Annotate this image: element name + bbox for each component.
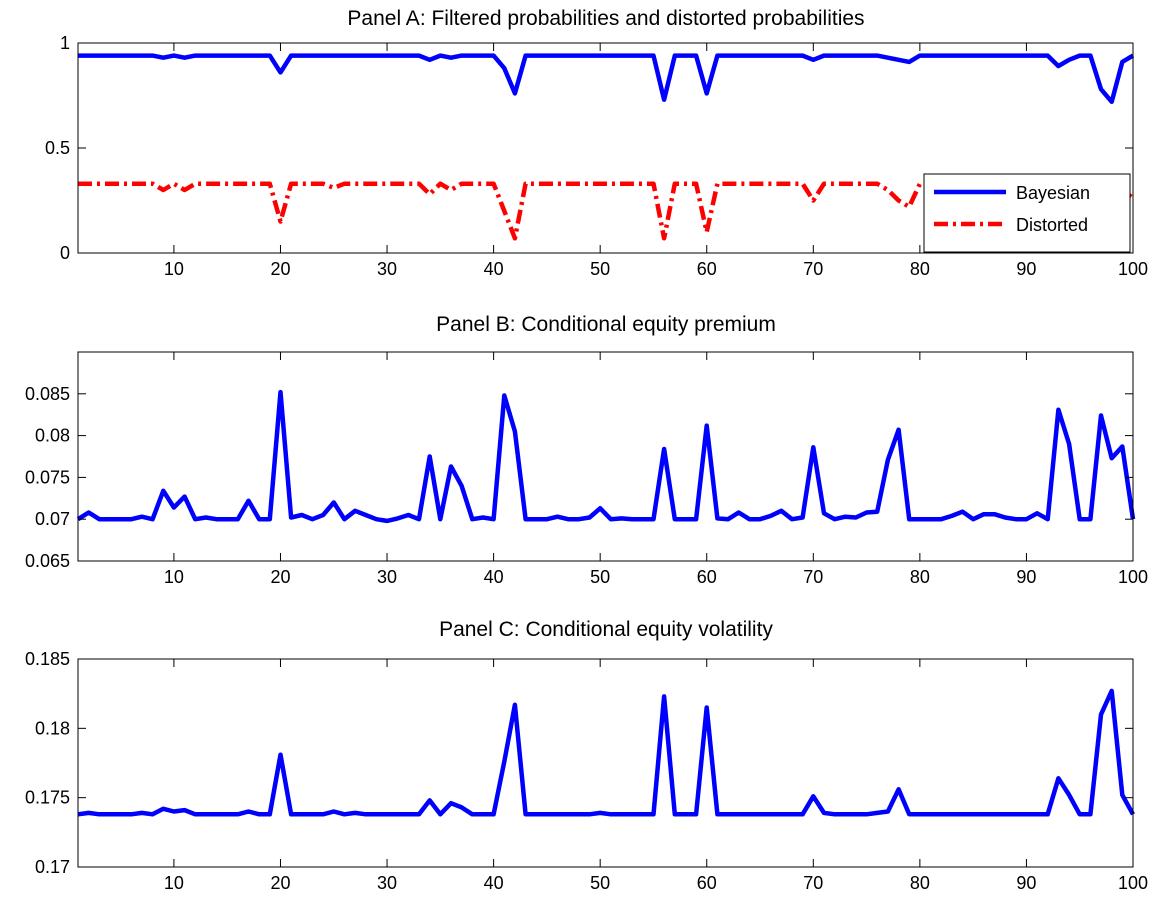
x-tick-label: 20 [270,259,290,279]
panel-a-series-bayesian-line [78,53,1135,105]
x-tick-label: 40 [484,873,504,893]
x-tick-label: 20 [270,873,290,893]
y-tick-label: 0.5 [45,138,70,158]
x-tick-label: 70 [803,567,823,587]
y-tick-label: 0.08 [35,426,70,446]
x-tick-label: 60 [697,567,717,587]
y-tick-label: 0.185 [25,649,70,669]
x-tick-label: 50 [590,259,610,279]
x-tick-label: 20 [270,567,290,587]
x-tick-label: 70 [803,873,823,893]
y-tick-label: 1 [60,33,70,53]
x-tick-label: 90 [1016,567,1036,587]
y-tick-label: 0.085 [25,384,70,404]
y-tick-label: 0.07 [35,509,70,529]
x-tick-label: 80 [910,873,930,893]
x-tick-label: 60 [697,259,717,279]
x-tick-label: 70 [803,259,823,279]
panel-c-axis-frame [77,658,1134,868]
x-tick-label: 10 [164,259,184,279]
x-tick-label: 90 [1016,259,1036,279]
x-tick-label: 80 [910,567,930,587]
x-tick-label: 80 [910,259,930,279]
y-tick-label: 0.075 [25,467,70,487]
x-tick-label: 100 [1118,567,1148,587]
panel-b-plot-area: 10 20 30 40 50 60 70 80 90 100 0.065 0.07 0.075 0.08 0… [25,351,1148,587]
panel-c: Panel C: Conditional equity volatility 1… [25,618,1148,893]
panel-c-title: Panel C: Conditional equity volatility [439,618,773,641]
x-tick-label: 10 [164,873,184,893]
panel-b-axis-frame [77,351,1134,562]
x-tick-label: 90 [1016,873,1036,893]
panel-c-plot-area: 10 20 30 40 50 60 70 80 90 100 0.17 0.175 0.18 0.185 [25,649,1148,893]
panel-b-series-0-line [76,389,1136,524]
panel-a: Panel A: Filtered probabilities and dist… [45,7,1148,279]
x-tick-label: 100 [1118,873,1148,893]
x-tick-label: 40 [484,259,504,279]
x-tick-label: 30 [377,873,397,893]
panel-b-title: Panel B: Conditional equity premium [436,313,776,336]
x-tick-label: 50 [590,873,610,893]
y-tick-label: 0.17 [35,857,70,877]
x-tick-label: 100 [1118,259,1148,279]
x-tick-label: 10 [164,567,184,587]
panel-a-title: Panel A: Filtered probabilities and dist… [347,7,864,30]
y-tick-label: 0.18 [35,718,70,738]
panel-a-plot-area: 10 20 30 40 50 60 70 80 90 100 0 0.5 1 [45,33,1148,279]
y-tick-label: 0.175 [25,788,70,808]
y-tick-label: 0 [60,243,70,263]
x-tick-label: 40 [484,567,504,587]
legend-box [923,173,1131,253]
y-tick-label: 0.065 [25,551,70,571]
legend-label-bayesian: Bayesian [1016,183,1090,203]
x-tick-label: 30 [377,259,397,279]
x-tick-label: 30 [377,567,397,587]
panel-a-legend: Bayesian Distorted [923,173,1131,253]
x-tick-label: 50 [590,567,610,587]
legend-label-distorted: Distorted [1016,215,1088,235]
x-tick-label: 60 [697,873,717,893]
panel-b: Panel B: Conditional equity premium 10 20… [25,313,1148,587]
panel-c-series-0-line [77,688,1135,817]
